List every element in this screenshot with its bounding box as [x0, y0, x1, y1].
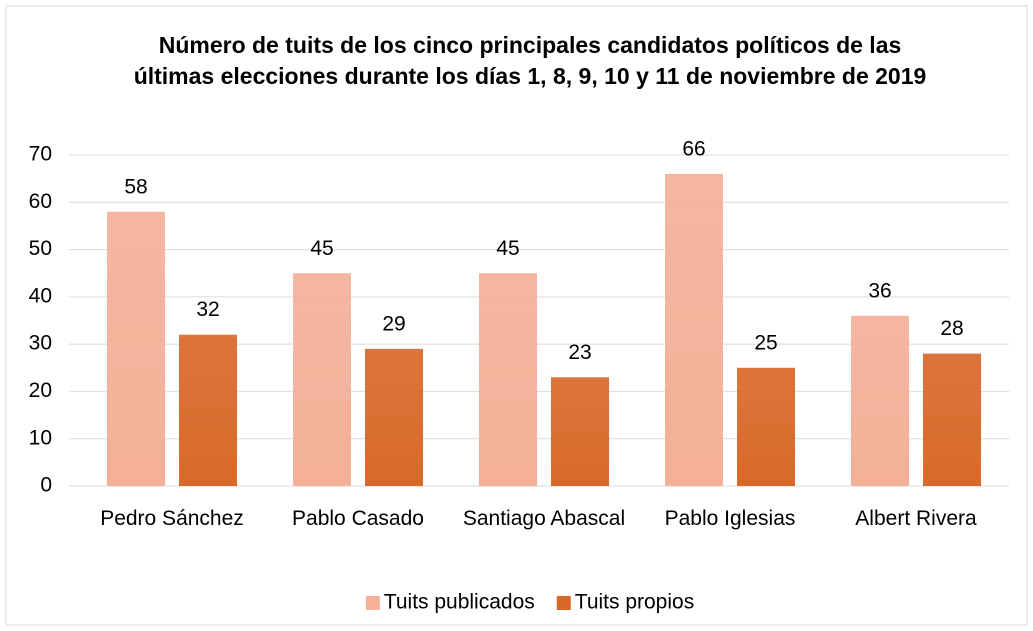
- data-label: 45: [496, 237, 519, 260]
- x-tick-label: Pablo Casado: [292, 507, 424, 530]
- y-tick-label: 60: [29, 190, 52, 213]
- data-label: 28: [940, 317, 963, 340]
- bar: [479, 273, 537, 486]
- data-label: 58: [124, 175, 147, 198]
- y-tick-label: 30: [29, 332, 52, 355]
- bar: [179, 334, 237, 486]
- data-label: 32: [196, 298, 219, 321]
- legend-label: Tuits propios: [575, 591, 694, 614]
- y-tick-label: 70: [29, 143, 52, 166]
- bar: [551, 377, 609, 486]
- x-tick-label: Santiago Abascal: [463, 507, 625, 530]
- data-label: 23: [568, 341, 591, 364]
- data-label: 29: [382, 312, 405, 335]
- bar: [107, 211, 165, 486]
- data-label: 45: [310, 237, 333, 260]
- x-tick-label: Pablo Iglesias: [665, 507, 796, 530]
- bar: [293, 273, 351, 486]
- chart-title: Número de tuits de los cinco principales…: [134, 32, 927, 89]
- data-label: 36: [868, 279, 891, 302]
- data-label: 66: [682, 137, 705, 160]
- y-tick-label: 50: [29, 237, 52, 260]
- bar: [851, 315, 909, 486]
- data-label: 25: [754, 331, 777, 354]
- y-tick-label: 0: [40, 474, 52, 497]
- x-tick-label: Pedro Sánchez: [100, 507, 244, 530]
- y-tick-label: 10: [29, 426, 52, 449]
- bar: [665, 173, 723, 486]
- legend-label: Tuits publicados: [384, 591, 535, 614]
- legend-swatch: [556, 596, 571, 610]
- bar: [365, 348, 423, 486]
- legend-swatch: [365, 596, 380, 610]
- bar: [737, 367, 795, 486]
- y-tick-label: 40: [29, 284, 52, 307]
- y-tick-label: 20: [29, 379, 52, 402]
- x-tick-label: Albert Rivera: [855, 507, 977, 530]
- bar: [923, 353, 981, 486]
